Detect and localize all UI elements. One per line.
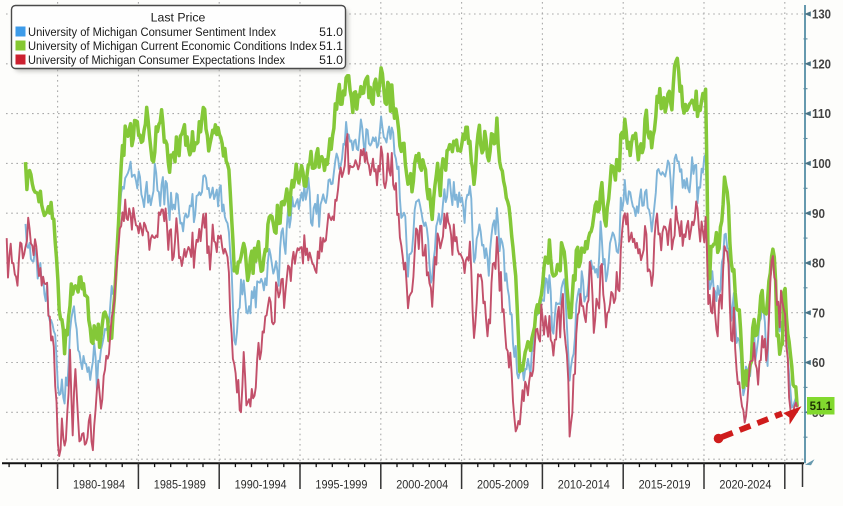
svg-text:1985-1989: 1985-1989 <box>154 478 206 492</box>
svg-text:University of Michigan Consume: University of Michigan Consumer Expectat… <box>28 53 286 67</box>
svg-text:110: 110 <box>812 106 831 121</box>
svg-text:100: 100 <box>812 156 831 171</box>
svg-text:University of Michigan Consume: University of Michigan Consumer Sentimen… <box>28 25 277 39</box>
svg-text:2005-2009: 2005-2009 <box>477 478 529 492</box>
svg-text:1990-1994: 1990-1994 <box>235 478 287 492</box>
svg-text:2015-2019: 2015-2019 <box>639 478 691 492</box>
svg-text:80: 80 <box>812 256 825 271</box>
svg-text:2020-2024: 2020-2024 <box>719 478 771 492</box>
svg-text:60: 60 <box>812 355 825 370</box>
svg-text:2000-2004: 2000-2004 <box>396 478 448 492</box>
svg-text:1980-1984: 1980-1984 <box>73 478 125 492</box>
svg-text:University of Michigan Current: University of Michigan Current Economic … <box>28 39 318 53</box>
svg-text:51.1: 51.1 <box>810 401 833 413</box>
svg-text:70: 70 <box>812 305 825 320</box>
svg-text:Last Price: Last Price <box>151 11 206 25</box>
svg-text:51.0: 51.0 <box>319 53 343 67</box>
svg-text:90: 90 <box>812 206 825 221</box>
svg-text:51.0: 51.0 <box>319 25 343 39</box>
svg-text:1995-1999: 1995-1999 <box>315 478 367 492</box>
svg-text:130: 130 <box>812 7 831 22</box>
svg-text:51.1: 51.1 <box>319 39 343 53</box>
svg-text:120: 120 <box>812 56 831 71</box>
svg-text:2010-2014: 2010-2014 <box>558 478 610 492</box>
